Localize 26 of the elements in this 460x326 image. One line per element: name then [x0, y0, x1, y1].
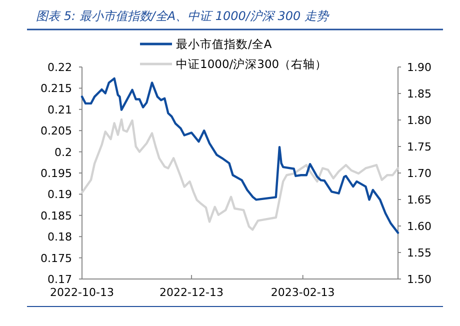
legend-label: 中证1000/沪深300（右轴）: [176, 57, 328, 71]
y-tick-label: 0.185: [40, 209, 72, 222]
y-tick-label: 0.18: [48, 230, 72, 244]
y-tick-label: 0.17: [48, 273, 72, 286]
y-tick-label: 0.215: [40, 82, 72, 96]
chart-title: 图表 5: 最小市值指数/全A、中证 1000/沪深 300 走势: [36, 9, 330, 23]
y2-tick-label: 1.55: [407, 246, 432, 260]
y2-tick-label: 1.80: [407, 114, 432, 127]
y-tick-label: 0.205: [40, 124, 72, 138]
y-tick-label: 0.195: [40, 167, 72, 180]
y2-tick-label: 1.50: [407, 273, 432, 286]
legend-label: 最小市值指数/全A: [176, 37, 272, 51]
y2-tick-label: 1.60: [407, 220, 432, 233]
y2-tick-label: 1.90: [407, 61, 432, 74]
y-tick-label: 0.22: [48, 61, 72, 74]
y2-tick-label: 1.65: [407, 194, 432, 206]
x-tick-label: 2023-02-13: [270, 286, 335, 299]
y-tick-label: 0.21: [48, 103, 72, 116]
y-tick-label: 0.2: [54, 146, 72, 159]
x-tick-label: 2022-12-13: [160, 286, 224, 299]
y-tick-label: 0.175: [40, 252, 72, 265]
y2-tick-label: 1.75: [407, 140, 432, 154]
y2-tick-label: 1.85: [407, 88, 432, 100]
x-tick-label: 2022-10-13: [50, 286, 114, 299]
y-tick-label: 0.19: [48, 188, 72, 202]
y2-tick-label: 1.70: [407, 167, 432, 180]
